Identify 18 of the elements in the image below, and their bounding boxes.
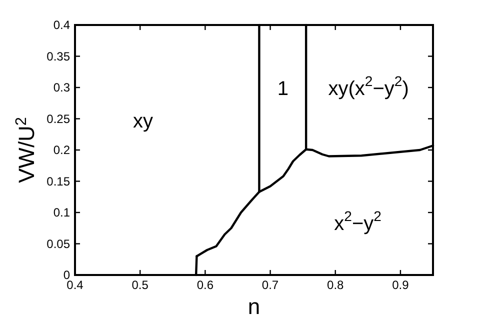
- y-tick-label: 0.15: [46, 174, 70, 188]
- annotation: xy: [133, 110, 154, 133]
- y-tick-label: 0.3: [53, 80, 70, 94]
- y-tick-label: 0.25: [46, 112, 70, 126]
- x-tick-label: 0.9: [392, 278, 410, 292]
- y-tick-label: 0.2: [53, 143, 70, 157]
- annotation: x$^{2}$−y$^{2}$: [334, 208, 382, 236]
- y-tick-label: 0.35: [46, 49, 70, 64]
- y-tick-label: 0.4: [53, 18, 70, 32]
- annotation: 1: [277, 78, 289, 100]
- x-tick-label: 0.8: [327, 278, 344, 292]
- annotation: xy(x$^{2}$−y$^{2}$): [328, 72, 409, 100]
- y-tick-label: 0.05: [46, 236, 70, 251]
- x-tick-label: 0.5: [132, 278, 149, 292]
- x-tick-label: 0.7: [262, 278, 279, 292]
- y-tick-label: 0.1: [53, 206, 70, 220]
- x-axis-title: n: [248, 294, 260, 319]
- x-tick-label: 0.6: [196, 278, 214, 292]
